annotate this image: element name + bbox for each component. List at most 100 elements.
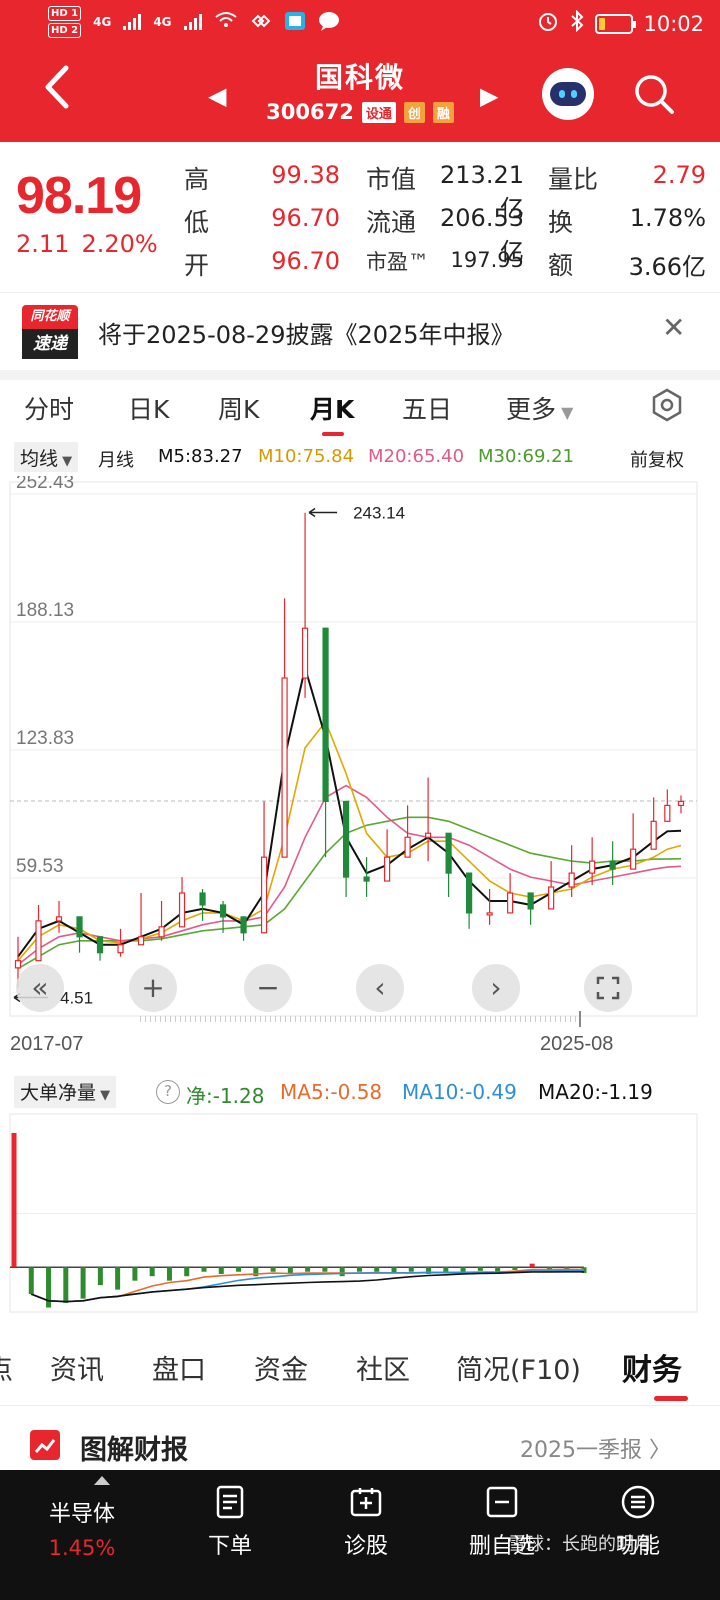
candle-body [548,886,555,910]
tag-connect: 设通 [361,101,396,123]
flow-bar [287,1267,293,1274]
next-stock-icon[interactable]: ▶ [480,82,499,110]
caret-down-icon: ▼ [556,403,574,422]
functions-label: 功能 [615,1534,660,1559]
candle-body [630,848,637,870]
adjust-mode[interactable]: 前复权 [630,450,684,471]
section-tabs: 点 资讯 盘口 资金 社区 简况(F10) 财务 [0,1330,720,1406]
chart-control-button[interactable]: « [16,964,64,1012]
candle-body [383,856,391,882]
alarm-icon [537,10,559,37]
sector-name: 半导体 [48,1502,115,1527]
remove-watchlist-button[interactable]: 删自选 [442,1470,562,1600]
x-label-start: 2017-07 [10,1033,83,1055]
candle-body [219,904,227,918]
order-button[interactable]: 下单 [170,1470,290,1600]
candle-body [677,800,685,807]
tab-community[interactable]: 社区 [356,1355,410,1386]
report-row[interactable]: 图解财报 2025一季报 〉 [0,1406,720,1470]
candle-body [589,860,596,874]
mcap-label: 市值 [366,165,417,194]
sector-button[interactable]: 半导体 1.45% [22,1470,142,1600]
amount-value: 3.66亿 [628,253,706,281]
candle-body [466,872,473,914]
flow-bar [460,1267,466,1272]
kline-chart[interactable]: 252.43 188.13 123.83 59.53 243.14 4.51 2017-07… [0,476,720,1066]
turnover-label: 换 [548,208,574,237]
tab-daily-k[interactable]: 日K [128,395,170,424]
news-text[interactable]: 将于2025-08-29披露《2025年中报》 [98,321,515,349]
control-glyph: › [490,971,501,1004]
tab-more[interactable]: 更多 ▼ [506,390,573,426]
news-bar[interactable]: 同花顺 速递 将于2025-08-29披露《2025年中报》 ✕ [0,292,720,370]
chart-control-button[interactable]: − [244,964,292,1012]
report-title: 图解财报 [80,1435,188,1466]
caret-up-icon [94,1476,110,1485]
tab-five-day[interactable]: 五日 [402,395,453,424]
remove-watchlist-label: 删自选 [468,1534,535,1559]
flow-bar [184,1267,190,1277]
tab-financials[interactable]: 财务 [622,1353,682,1388]
flow-indicator-dropdown[interactable]: 大单净量 ▼ [14,1076,117,1108]
flow-bar [322,1267,328,1272]
chart-control-button[interactable]: › [472,964,520,1012]
flow-dropdown-label: 大单净量 [20,1082,97,1104]
tab-profile[interactable]: 简况(F10) [456,1355,581,1386]
indicator-dropdown-label: 均线 [20,448,59,470]
diagnose-button[interactable]: 诊股 [306,1470,426,1600]
flow-bar [236,1267,242,1272]
change-amount: 2.11 [16,230,70,258]
candle-body [568,872,575,888]
status-bar: HD 1 HD 2 4G 4G [0,0,720,48]
back-button[interactable] [42,64,86,124]
stock-header: ◀ 国科微 300672 设通 创 融 ▶ [0,48,720,142]
chart-control-button[interactable]: + [129,964,177,1012]
control-circle [356,964,404,1012]
indicator-dropdown[interactable]: 均线 ▼ [14,442,79,472]
tag-chinext: 创 [403,101,425,123]
candle-body [35,920,42,962]
open-label: 开 [184,251,210,280]
divider [0,370,720,380]
candle-body [240,916,247,934]
diagnose-icon [350,1488,382,1517]
close-icon[interactable]: ✕ [662,311,686,344]
tab-intraday[interactable]: 分时 [24,395,75,424]
help-icon[interactable]: ? [156,1080,180,1104]
clock: 10:02 [643,11,704,36]
fullscreen-button[interactable] [584,964,632,1012]
pe-label: 市盈™ [366,250,429,274]
flow-bar [201,1267,207,1272]
change-percent: 2.20% [81,230,158,258]
tab-news[interactable]: 资讯 [50,1355,104,1386]
prev-stock-icon[interactable]: ◀ [208,82,227,110]
top-bar: HD 1 HD 2 4G 4G [0,0,720,142]
flow-bar [218,1267,224,1274]
ma20-value: M20:65.40 [368,446,465,467]
tab-more-label: 更多 [506,395,557,424]
flow-ma20-line [31,1271,584,1303]
candle-body [425,832,432,838]
stock-title: 国科微 300672 设通 创 融 [230,56,490,124]
report-period-link[interactable]: 2025一季报 〉 [520,1438,671,1463]
flow-net-value: 净:-1.28 [186,1084,265,1108]
signal-icon-2 [183,14,202,30]
search-icon[interactable] [632,72,676,116]
tab-monthly-k[interactable]: 月K [310,395,355,424]
tab-orderbook[interactable]: 盘口 [152,1355,206,1386]
tab-weekly-k[interactable]: 周K [218,395,260,424]
candle-body [664,804,671,822]
control-glyph: ‹ [374,971,385,1004]
hd1-badge: HD 1 [48,6,82,21]
network-type-1: 4G [93,15,112,29]
ai-assistant-icon[interactable] [542,68,594,120]
flow-chart[interactable] [0,1112,720,1322]
functions-button[interactable]: 功能 [578,1470,698,1600]
tab-partial[interactable]: 点 [0,1348,13,1387]
settings-hexagon-icon[interactable] [650,388,684,422]
price-change: 2.11 2.20% [16,230,158,258]
chart-control-button[interactable]: ‹ [356,964,404,1012]
control-circle [472,964,520,1012]
tab-capital[interactable]: 资金 [254,1355,308,1386]
flow-bar [63,1267,69,1304]
